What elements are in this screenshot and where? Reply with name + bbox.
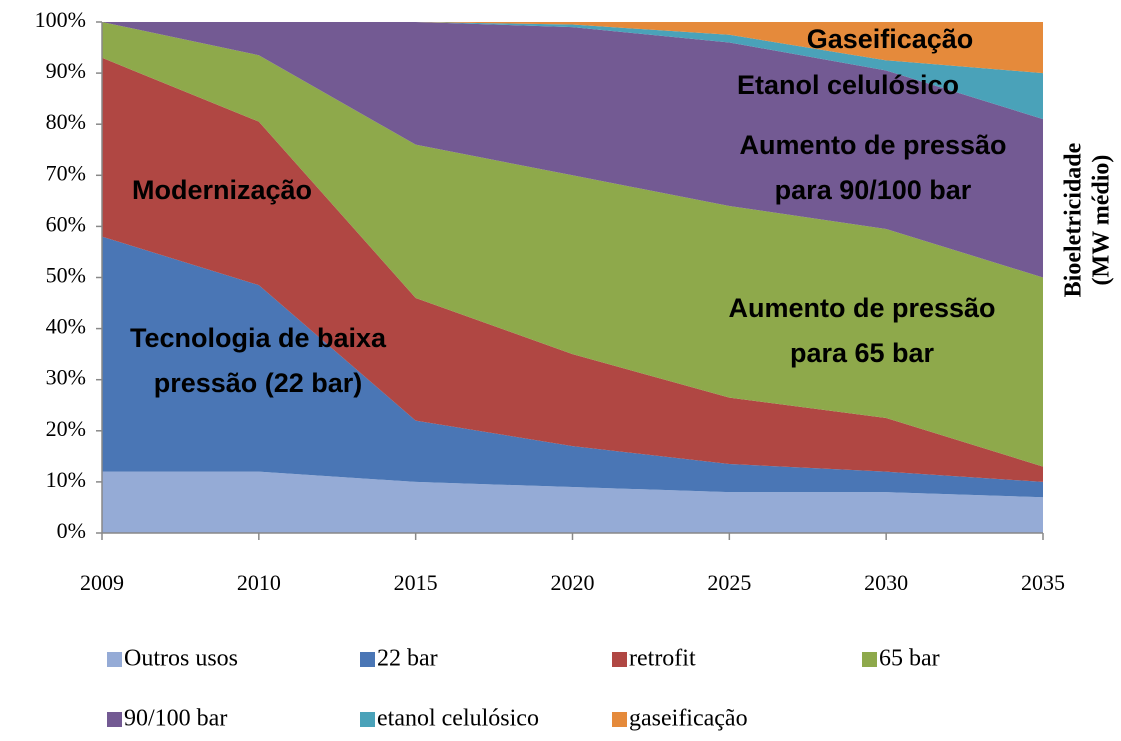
legend-label: Outros usos: [124, 646, 238, 672]
y2-axis-label: (MW médio): [1089, 155, 1115, 286]
y-tick-label: 80%: [46, 109, 86, 134]
y-tick-label: 90%: [46, 58, 86, 83]
legend-label: 65 bar: [879, 646, 940, 672]
y-tick-label: 70%: [46, 160, 86, 185]
legend-label: retrofit: [629, 646, 696, 672]
x-tick-label: 2009: [80, 570, 124, 595]
area: [102, 57, 1043, 482]
y-tick-label: 30%: [46, 365, 86, 390]
x-tick-label: 2035: [1021, 570, 1065, 595]
area: [102, 22, 1043, 467]
legend-swatch: [360, 712, 375, 727]
annotation: pressão (22 bar): [154, 368, 363, 398]
area: [102, 22, 1043, 74]
annotation: Aumento de pressão: [728, 293, 995, 323]
legend-swatch: [612, 712, 627, 727]
x-tick-label: 2015: [394, 570, 438, 595]
y-tick-label: 10%: [46, 467, 86, 492]
legend-swatch: [360, 652, 375, 667]
y-tick-label: 50%: [46, 263, 86, 288]
x-tick-label: 2010: [237, 570, 281, 595]
legend-label: 90/100 bar: [124, 706, 227, 732]
legend-swatch: [107, 652, 122, 667]
annotation: Aumento de pressão: [739, 130, 1006, 160]
annotation: para 90/100 bar: [775, 175, 972, 205]
annotation: Etanol celulósico: [737, 70, 959, 100]
area: [102, 471, 1043, 533]
y-tick-label: 60%: [46, 211, 86, 236]
y-tick-label: 0%: [57, 518, 86, 543]
legend-label: gaseificação: [629, 706, 748, 732]
y2-axis-label: Bioeletricidade: [1061, 142, 1087, 297]
x-tick-label: 2030: [864, 570, 908, 595]
area: [102, 22, 1043, 278]
annotation: Gaseificação: [807, 24, 974, 54]
legend-label: etanol celulósico: [377, 706, 539, 732]
legend-swatch: [612, 652, 627, 667]
annotation: para 65 bar: [790, 338, 935, 368]
y-tick-label: 40%: [46, 314, 86, 339]
annotation: Tecnologia de baixa: [130, 323, 387, 353]
y-tick-label: 100%: [35, 7, 86, 32]
x-tick-label: 2025: [707, 570, 751, 595]
legend-label: 22 bar: [377, 646, 438, 672]
area: [102, 236, 1043, 498]
x-tick-label: 2020: [551, 570, 595, 595]
legend-swatch: [107, 712, 122, 727]
annotation: Modernização: [132, 175, 312, 205]
legend-swatch: [862, 652, 877, 667]
y-tick-label: 20%: [46, 416, 86, 441]
